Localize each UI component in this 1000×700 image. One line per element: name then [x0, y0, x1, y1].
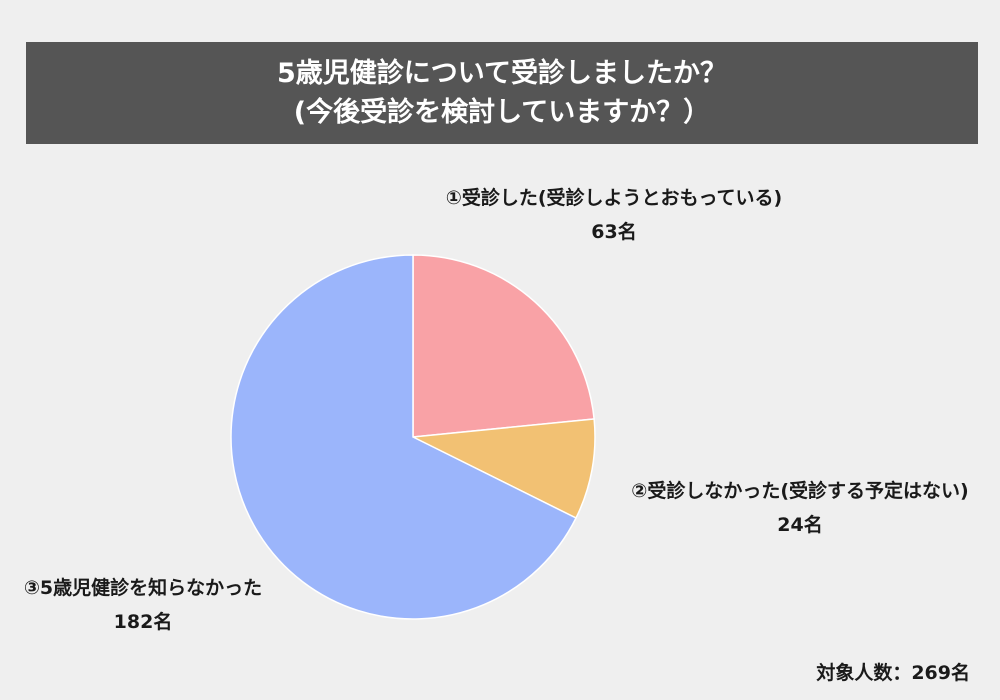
- chart-title-banner: 5歳児健診について受診しましたか？ (今後受診を検討していますか？）: [26, 42, 978, 144]
- slice-label-received-count: 63名: [591, 221, 637, 243]
- chart-title-line-2: (今後受診を検討していますか？）: [293, 97, 711, 128]
- pie-slice-unaware: [230, 254, 577, 620]
- slice-label-unaware-text: ③5歳児健診を知らなかった: [23, 577, 263, 599]
- slice-label-not-received-text: ②受診しなかった(受診する予定はない): [631, 480, 969, 502]
- slice-label-received: ①受診した(受診しようとおもっている) 63名: [404, 181, 824, 249]
- chart-title-line-1: 5歳児健診について受診しましたか？: [277, 58, 727, 89]
- slice-label-received-text: ①受診した(受診しようとおもっている): [445, 187, 783, 209]
- respondent-total: 対象人数：269名: [816, 662, 970, 684]
- slice-label-unaware: ③5歳児健診を知らなかった 182名: [0, 571, 288, 639]
- slice-label-unaware-count: 182名: [113, 611, 173, 633]
- pie-slice-not-received: [410, 418, 596, 520]
- pie-slices: [230, 254, 596, 620]
- slice-label-not-received: ②受診しなかった(受診する予定はない) 24名: [590, 474, 1000, 542]
- pie-slice-received: [412, 254, 595, 438]
- slice-label-not-received-count: 24名: [777, 514, 823, 536]
